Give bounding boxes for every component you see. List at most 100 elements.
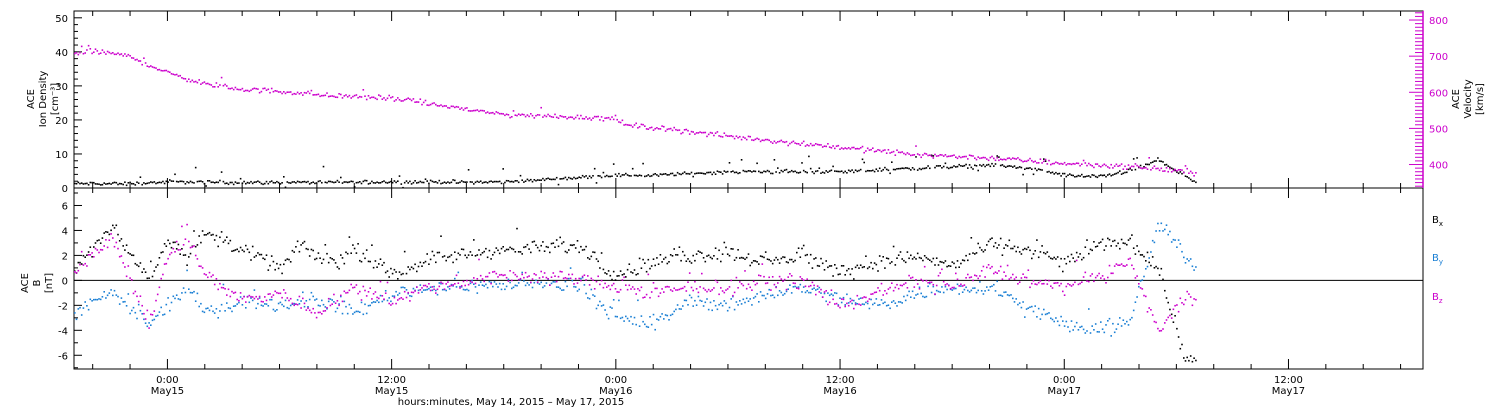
density-point (1091, 174, 1093, 176)
bx-point (840, 265, 843, 267)
bz-point (110, 233, 112, 235)
by-point (531, 286, 534, 289)
by-point (364, 303, 366, 306)
bx-point (1174, 315, 1176, 317)
bz-point (654, 287, 656, 290)
bx-point (638, 257, 641, 260)
bx-point (277, 267, 280, 270)
bx-point (331, 258, 333, 260)
bz-point (286, 297, 289, 299)
bx-point (580, 245, 582, 248)
bz-point (545, 276, 548, 279)
by-point (1037, 307, 1040, 310)
velocity-point (1153, 165, 1156, 167)
by-point (671, 313, 674, 316)
by-point (409, 295, 411, 297)
bz-point (314, 312, 316, 314)
velocity-point (699, 131, 701, 133)
density-point (1024, 168, 1026, 170)
by-point (666, 314, 669, 317)
velocity-point (891, 151, 893, 154)
by-point (314, 299, 316, 301)
bz-point (443, 288, 446, 290)
velocity-point (847, 147, 850, 149)
bz-point (739, 281, 741, 283)
density-point (289, 182, 292, 184)
bz-point (452, 284, 454, 286)
velocity-point (566, 117, 568, 120)
by-point (118, 303, 121, 305)
velocity-point (1100, 166, 1102, 168)
bz-point (680, 287, 682, 290)
by-point (982, 293, 985, 295)
bx-point (732, 248, 734, 250)
bx-point (870, 261, 872, 264)
bz-point (929, 281, 931, 284)
bx-point (393, 268, 396, 271)
bx-point (1081, 258, 1083, 261)
by-point (227, 307, 230, 309)
density-point (1022, 173, 1024, 176)
bz-point (994, 271, 997, 273)
density-point (911, 167, 914, 169)
velocity-point (580, 114, 582, 117)
bx-point (778, 262, 781, 264)
bz-point (887, 288, 890, 290)
bx-point (184, 254, 187, 256)
bx-point (758, 263, 760, 265)
by-point (808, 291, 810, 294)
by-point (644, 323, 646, 326)
density-point (581, 174, 584, 177)
velocity-point (790, 141, 793, 144)
bz-point (246, 296, 249, 298)
velocity-point (492, 111, 494, 114)
bx-point (830, 265, 833, 267)
bz-point (530, 281, 532, 284)
velocity-point (1048, 159, 1050, 162)
by-point (764, 297, 767, 300)
by-point (526, 282, 529, 284)
by-point (155, 315, 157, 317)
bx-point (771, 262, 774, 265)
bx-point (896, 257, 898, 259)
bx-point (934, 264, 936, 266)
by-point (201, 310, 204, 313)
by-point (492, 285, 494, 288)
density-point (678, 173, 681, 175)
density-point (383, 180, 385, 182)
by-point (1172, 238, 1175, 241)
velocity-point (331, 95, 333, 97)
bx-point (728, 254, 731, 257)
by-point (770, 294, 772, 297)
top-ylabel-left-3: [cm⁻³] (50, 83, 61, 115)
by-point (485, 283, 487, 286)
velocity-point (828, 146, 831, 148)
density-point (293, 181, 295, 183)
top-left-tick-label: 30 (55, 82, 68, 93)
bz-point (673, 287, 675, 290)
by-point (866, 302, 869, 305)
by-point (331, 299, 333, 301)
bz-point (946, 283, 948, 285)
density-point (1176, 171, 1178, 173)
by-point (868, 307, 871, 310)
density-point (633, 174, 636, 177)
velocity-point (711, 132, 713, 134)
by-point (124, 300, 126, 303)
bz-point (151, 314, 154, 316)
by-point (580, 277, 582, 280)
bx-point (196, 244, 199, 246)
density-point (118, 182, 121, 185)
velocity-point (91, 52, 93, 55)
top-ylabel-right-3: [km/s] (1475, 83, 1486, 115)
bx-point (854, 266, 857, 269)
bx-point (1134, 253, 1137, 255)
bz-point (789, 273, 791, 275)
bz-point (403, 290, 406, 293)
bx-point (578, 251, 580, 254)
bz-point (462, 280, 465, 283)
bx-point (98, 239, 100, 241)
by-point (94, 298, 97, 301)
by-point (783, 292, 786, 295)
bx-point (239, 246, 242, 249)
